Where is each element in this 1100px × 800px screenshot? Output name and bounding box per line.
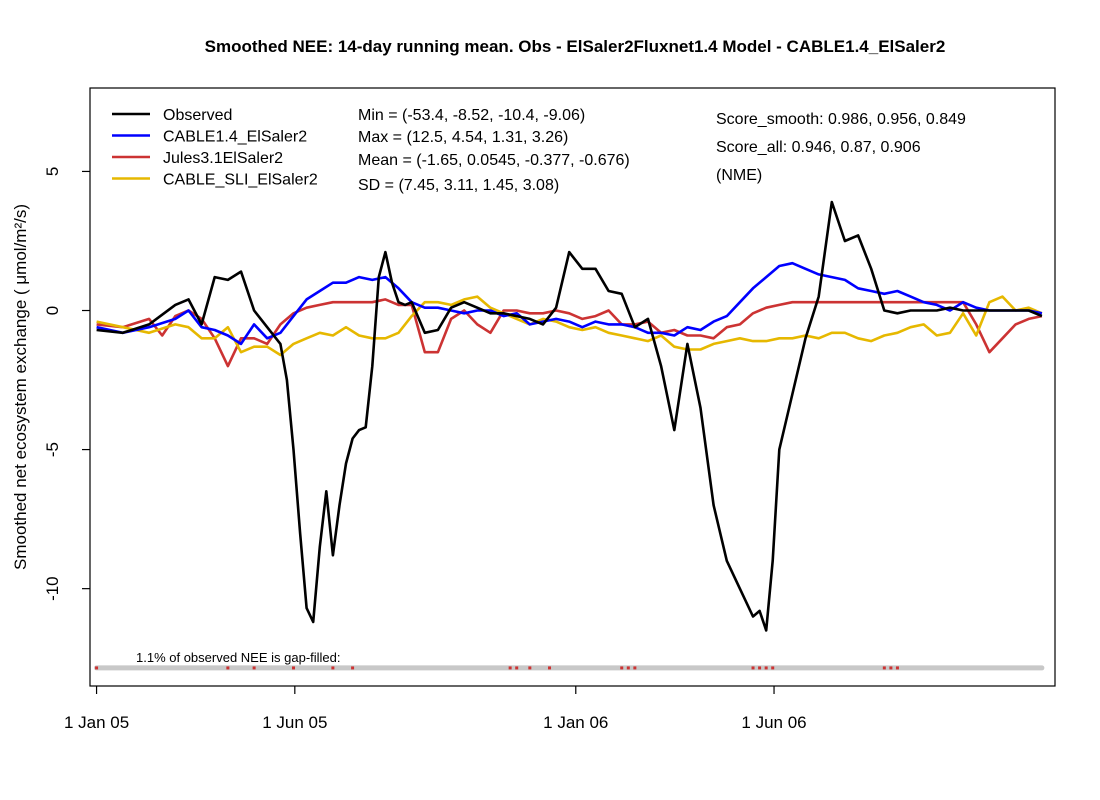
score-metric: (NME): [716, 167, 762, 184]
score-all: Score_all: 0.946, 0.87, 0.906: [716, 139, 921, 156]
y-tick-label: 0: [43, 306, 62, 315]
stats-max: Max = (12.5, 4.54, 1.31, 3.26): [358, 129, 568, 146]
series-line-cable1-4-elsaler2: [96, 261, 1043, 346]
legend-entry: Observed: [163, 107, 232, 124]
x-tick-label: 1 Jan 05: [64, 713, 129, 732]
y-tick-label: 5: [43, 167, 62, 176]
x-tick-label: 1 Jun 06: [741, 713, 806, 732]
plot-frame: [89, 87, 1056, 687]
legend-entry: CABLE_SLI_ElSaler2: [163, 172, 318, 189]
stats-mean: Mean = (-1.65, 0.0545, -0.377, -0.676): [358, 152, 630, 169]
series-line-cable-sli-elsaler2: [96, 295, 1043, 357]
x-axis: 1 Jan 05 1 Jun 05 1 Jan 06 1 Jun 06: [64, 686, 807, 732]
x-tick-label: 1 Jan 06: [543, 713, 608, 732]
score-smooth: Score_smooth: 0.986, 0.956, 0.849: [716, 111, 966, 128]
chart-title: Smoothed NEE: 14-day running mean. Obs -…: [205, 37, 946, 56]
series-line-observed: [96, 200, 1043, 632]
series-line-jules3-1elsaler2: [96, 298, 1043, 368]
stats-min: Min = (-53.4, -8.52, -10.4, -9.06): [358, 107, 585, 124]
y-tick-label: -10: [43, 576, 62, 601]
x-tick-label: 1 Jun 05: [262, 713, 327, 732]
legend: Observed CABLE1.4_ElSaler2 Jules3.1ElSaler…: [112, 107, 318, 189]
y-axis: 5 0 -5 -10: [43, 167, 90, 601]
series-lines: [96, 200, 1043, 632]
y-tick-label: -5: [43, 442, 62, 457]
y-axis-label: Smoothed net ecosystem exchange ( μmol/m…: [11, 204, 30, 570]
gapfill-label: 1.1% of observed NEE is gap-filled:: [136, 650, 341, 665]
legend-entry: Jules3.1ElSaler2: [163, 150, 283, 167]
legend-entry: CABLE1.4_ElSaler2: [163, 129, 307, 146]
stats-sd: SD = (7.45, 3.11, 1.45, 3.08): [358, 177, 559, 194]
